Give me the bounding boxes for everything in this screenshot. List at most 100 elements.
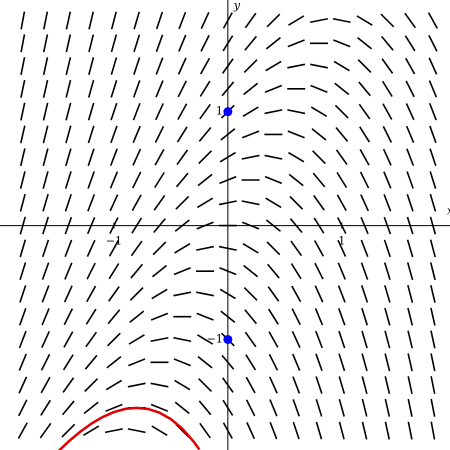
- slope-segment: [83, 401, 99, 415]
- slope-segment: [40, 353, 51, 371]
- slope-segment: [427, 12, 438, 29]
- slope-segment: [177, 80, 188, 98]
- slope-segment: [337, 285, 346, 303]
- slope-segment: [65, 79, 72, 98]
- slope-segment: [196, 291, 215, 297]
- slope-segment: [61, 400, 75, 416]
- slope-segment: [19, 285, 27, 303]
- slope-segment: [63, 308, 74, 326]
- slope-segment: [291, 308, 301, 326]
- slope-segment: [359, 126, 371, 143]
- slope-segment: [65, 11, 72, 30]
- slope-segment: [406, 171, 414, 189]
- slope-segment: [406, 239, 414, 258]
- slope-segment: [291, 330, 301, 349]
- slope-segment: [288, 151, 305, 163]
- slope-segment: [314, 308, 324, 326]
- slope-segment: [41, 330, 51, 349]
- slope-segment: [199, 103, 211, 120]
- slope-segment: [197, 356, 213, 369]
- y-axis-label: y: [233, 0, 241, 12]
- slope-segment: [404, 35, 416, 52]
- slope-segment: [86, 285, 97, 303]
- slope-segment: [357, 37, 373, 50]
- slope-segment: [430, 284, 436, 303]
- slope-segment: [174, 243, 191, 254]
- slope-segment: [382, 148, 392, 166]
- slope-segment: [18, 353, 27, 371]
- slope-segment: [20, 34, 26, 53]
- slope-segment: [175, 172, 189, 188]
- slope-segment: [88, 57, 95, 75]
- slope-segment: [88, 11, 95, 30]
- slope-segment: [243, 286, 258, 301]
- slope-segment: [40, 399, 52, 416]
- slope-segment: [177, 103, 188, 120]
- slope-segment: [428, 80, 438, 98]
- slope-segment: [405, 103, 415, 121]
- slope-segment: [381, 58, 394, 74]
- slope-segment: [360, 285, 369, 303]
- slope-segment: [361, 376, 368, 394]
- slope-segment: [241, 200, 260, 206]
- slope-segment: [264, 154, 283, 160]
- slope-segment: [430, 421, 436, 440]
- slope-segment: [268, 376, 278, 394]
- slope-segment: [86, 262, 96, 280]
- slope-segment: [199, 80, 211, 97]
- slope-segment: [87, 79, 95, 98]
- slope-segment: [337, 262, 346, 280]
- slope-segment: [406, 148, 415, 166]
- slope-segment: [18, 376, 28, 394]
- slope-segment: [337, 307, 346, 326]
- slope-segment: [383, 239, 391, 258]
- slope-segment: [200, 34, 210, 52]
- slope-segment: [244, 309, 258, 325]
- slope-segment: [429, 148, 437, 167]
- slope-segment: [315, 376, 323, 394]
- slope-segment: [133, 11, 141, 30]
- slope-segment: [361, 353, 368, 372]
- slope-segment: [380, 35, 394, 51]
- slope-segment: [405, 125, 415, 144]
- slope-segment: [196, 334, 214, 345]
- slope-segment: [87, 148, 95, 167]
- slope-segment: [269, 399, 278, 417]
- x-tick-label: 1: [338, 235, 345, 248]
- slope-segment: [287, 63, 306, 69]
- slope-segment: [42, 193, 49, 212]
- slope-segment: [334, 82, 350, 96]
- slope-segment: [290, 240, 303, 257]
- slope-segment: [155, 11, 164, 30]
- slope-segment: [64, 262, 73, 280]
- slope-segment: [405, 57, 416, 75]
- slope-segment: [198, 400, 212, 416]
- slope-segment: [313, 194, 325, 211]
- slope-segment: [267, 308, 279, 325]
- slope-segment: [384, 421, 391, 440]
- slope-segment: [42, 57, 49, 76]
- slope-segment: [383, 262, 391, 280]
- slope-segment: [108, 286, 120, 302]
- slope-segment: [288, 15, 305, 26]
- slope-segment: [243, 82, 259, 96]
- initial-point: [223, 107, 233, 117]
- slope-segment: [150, 403, 169, 412]
- slope-segment: [292, 399, 300, 417]
- slope-segment: [110, 80, 118, 98]
- slope-segment: [18, 330, 27, 349]
- slope-segment: [428, 102, 437, 121]
- slope-segment: [361, 398, 368, 417]
- slope-segment: [312, 172, 326, 188]
- slope-segment: [42, 34, 49, 53]
- slope-segment: [65, 34, 72, 53]
- slope-segment: [245, 376, 256, 394]
- slope-segment: [314, 262, 324, 280]
- slope-segment: [338, 330, 346, 349]
- slope-segment: [42, 79, 49, 98]
- slope-segment: [358, 81, 371, 97]
- slope-segment: [153, 194, 166, 211]
- slope-segment: [245, 399, 256, 417]
- slope-segment: [430, 353, 436, 372]
- slope-segment: [151, 264, 168, 278]
